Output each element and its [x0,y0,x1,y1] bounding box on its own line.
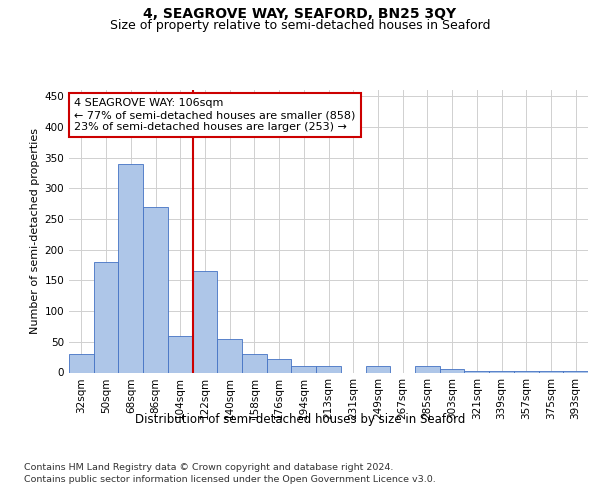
Text: 4, SEAGROVE WAY, SEAFORD, BN25 3QY: 4, SEAGROVE WAY, SEAFORD, BN25 3QY [143,8,457,22]
Bar [440,370,464,372]
Bar [69,354,94,372]
Bar [193,271,217,372]
Text: 4 SEAGROVE WAY: 106sqm
← 77% of semi-detached houses are smaller (858)
23% of se: 4 SEAGROVE WAY: 106sqm ← 77% of semi-det… [74,98,356,132]
Bar [168,336,193,372]
Y-axis label: Number of semi-detached properties: Number of semi-detached properties [30,128,40,334]
Text: Contains HM Land Registry data © Crown copyright and database right 2024.: Contains HM Land Registry data © Crown c… [24,462,394,471]
Bar [242,354,267,372]
Bar [267,359,292,372]
Bar [217,338,242,372]
Text: Distribution of semi-detached houses by size in Seaford: Distribution of semi-detached houses by … [135,412,465,426]
Text: Contains public sector information licensed under the Open Government Licence v3: Contains public sector information licen… [24,475,436,484]
Bar [143,206,168,372]
Bar [292,366,316,372]
Bar [415,366,440,372]
Bar [94,262,118,372]
Bar [316,366,341,372]
Text: Size of property relative to semi-detached houses in Seaford: Size of property relative to semi-detach… [110,18,490,32]
Bar [365,366,390,372]
Bar [118,164,143,372]
